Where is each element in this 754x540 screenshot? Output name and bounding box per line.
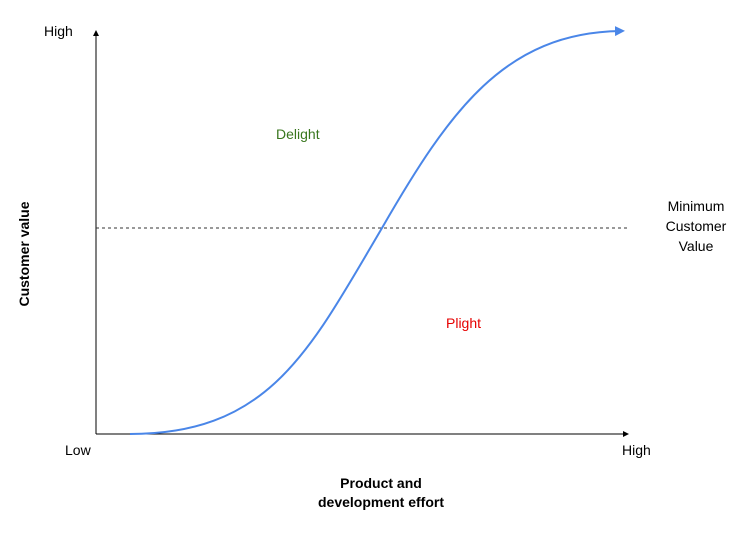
x-axis-title: Product and development effort	[281, 474, 481, 512]
threshold-label-line3: Value	[678, 238, 714, 254]
threshold-label-line2: Customer	[665, 218, 727, 234]
minimum-customer-value-label: Minimum Customer Value	[650, 196, 742, 256]
value-effort-curve	[129, 26, 625, 435]
y-axis-title: Customer value	[16, 201, 32, 307]
x-axis-title-line2: development effort	[317, 494, 444, 510]
threshold-label-line1: Minimum	[667, 198, 725, 214]
x-axis-title-line1: Product and	[340, 475, 422, 491]
x-axis-low-label: Low	[65, 442, 91, 458]
delight-region-label: Delight	[276, 126, 320, 142]
plight-region-label: Plight	[446, 315, 482, 331]
y-axis-high-label: High	[44, 23, 73, 39]
x-axis-high-label: High	[622, 442, 651, 458]
